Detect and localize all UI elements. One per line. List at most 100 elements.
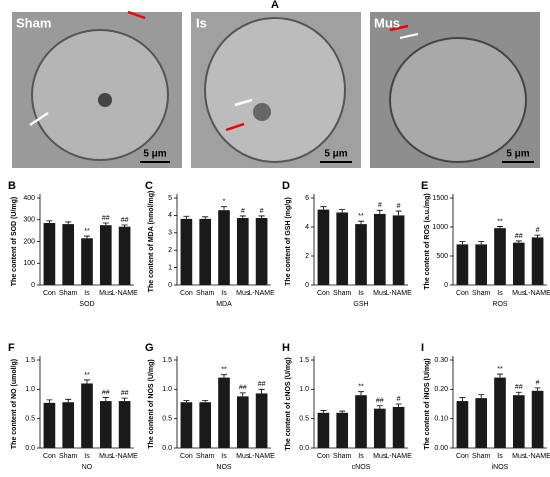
bar <box>475 398 488 448</box>
x-tick-label: Mus <box>99 453 113 460</box>
annotation: ** <box>358 213 364 220</box>
arrow <box>399 33 419 39</box>
x-tick-label: Con <box>317 290 330 297</box>
x-tick-label: Sham <box>59 453 77 460</box>
annotation: # <box>378 202 382 209</box>
arrow <box>225 122 245 132</box>
x-tick-label: Con <box>456 453 469 460</box>
error-bar <box>221 374 227 378</box>
error-bar <box>478 241 485 245</box>
x-tick-label: Con <box>43 453 56 460</box>
error-bar <box>395 403 402 407</box>
x-tick-label: L-NAME <box>385 453 412 460</box>
error-bar <box>339 209 346 213</box>
bar <box>336 212 349 285</box>
scale-label: 5 μm <box>324 149 347 160</box>
bar <box>218 377 230 448</box>
micrograph: Mus 5 μm <box>370 12 540 168</box>
error-bar <box>121 224 128 227</box>
annotation: # <box>397 396 401 403</box>
panel-letter: C <box>145 180 153 192</box>
y-tick-label: 1.5 <box>25 357 35 364</box>
error-bar <box>84 379 90 384</box>
y-tick-label: 1.0 <box>25 386 35 393</box>
annotation: # <box>260 208 264 215</box>
bar <box>236 218 249 285</box>
bar <box>81 238 93 285</box>
error-bar <box>534 387 541 391</box>
error-bar <box>65 221 72 225</box>
error-bar <box>534 234 541 238</box>
bar <box>118 401 131 448</box>
scale-label: 5 μm <box>143 149 166 160</box>
bar <box>317 412 330 448</box>
x-tick-label: Is <box>497 290 503 297</box>
annotation: ## <box>102 215 110 222</box>
y-tick-label: 4 <box>305 224 309 231</box>
annotation: * <box>223 199 226 206</box>
y-tick-label: 2 <box>305 253 309 260</box>
bar <box>355 224 367 285</box>
annotation: ** <box>497 366 503 373</box>
x-tick-label: L-NAME <box>248 453 275 460</box>
annotation: ## <box>376 398 384 405</box>
x-tick-label: Con <box>180 453 193 460</box>
annotation: # <box>536 380 540 387</box>
y-tick-label: 100 <box>23 260 35 267</box>
error-bar <box>202 400 209 403</box>
error-bar <box>102 397 109 402</box>
bar <box>317 209 330 285</box>
error-bar <box>121 397 128 402</box>
arrow <box>29 111 49 127</box>
bar <box>218 210 230 285</box>
micrograph: Sham 5 μm <box>12 10 182 168</box>
error-bar <box>65 398 72 403</box>
y-tick-label: 4 <box>168 212 172 219</box>
y-tick-label: 2 <box>168 247 172 254</box>
x-tick-label: Sham <box>196 453 214 460</box>
y-tick-label: 1000 <box>432 224 448 231</box>
y-tick-label: 1.0 <box>299 386 309 393</box>
x-tick-label: Mus <box>512 290 526 297</box>
scale-label: 5 μm <box>506 149 529 160</box>
x-tick-label: Mus <box>373 290 387 297</box>
annotation: ** <box>497 218 503 225</box>
bar <box>531 390 544 448</box>
bar <box>180 218 193 285</box>
error-bar <box>46 220 53 224</box>
error-bar <box>459 397 466 402</box>
x-tick-label: Is <box>358 290 364 297</box>
bar <box>456 401 469 448</box>
error-bar <box>202 216 209 219</box>
y-axis-label: The content of ROS (a.u./mg) <box>424 193 431 289</box>
y-tick-label: 500 <box>436 253 448 260</box>
error-bar <box>358 391 364 396</box>
error-bar <box>497 373 503 378</box>
nucleus <box>389 37 527 163</box>
y-axis-label: The content of NO (umol/g) <box>11 359 18 449</box>
error-bar <box>459 241 466 245</box>
x-tick-label: Is <box>84 290 90 297</box>
x-axis-label: NO <box>82 464 93 471</box>
bar <box>531 237 544 285</box>
y-axis-label: The content of cNOS (U/mg) <box>285 357 292 450</box>
nucleus <box>31 29 169 161</box>
bar <box>81 383 93 448</box>
bar <box>255 218 268 285</box>
bar <box>236 396 249 448</box>
panel-letter: G <box>145 342 154 354</box>
error-bar <box>515 391 522 396</box>
y-tick-label: 5 <box>168 195 172 202</box>
y-tick-label: 0 <box>444 282 448 289</box>
error-bar <box>339 410 346 413</box>
x-tick-label: L-NAME <box>524 453 550 460</box>
bar <box>62 224 75 285</box>
x-tick-label: Mus <box>99 290 113 297</box>
y-tick-label: 0.5 <box>25 416 35 423</box>
panel-letter: F <box>8 342 15 354</box>
y-axis-label: The content of GSH (mg/g) <box>285 197 292 286</box>
y-tick-label: 0.30 <box>434 357 448 364</box>
error-bar <box>102 222 109 226</box>
x-tick-label: Sham <box>196 290 214 297</box>
